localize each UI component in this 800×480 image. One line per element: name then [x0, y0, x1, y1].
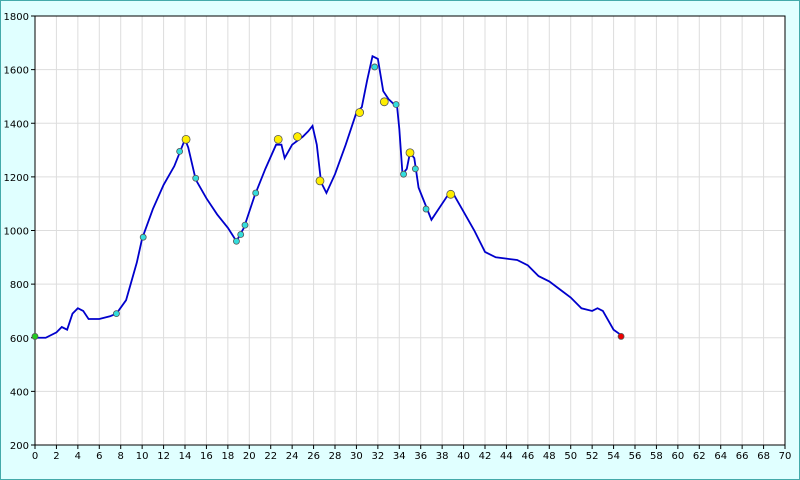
- x-tick-label: 48: [543, 451, 556, 462]
- y-tick-label: 600: [10, 334, 29, 345]
- x-tick-label: 54: [607, 451, 620, 462]
- x-tick-label: 2: [53, 451, 59, 462]
- x-tick-label: 30: [350, 451, 363, 462]
- y-tick-label: 800: [10, 280, 29, 291]
- waypoint: [400, 170, 407, 178]
- x-tick-label: 64: [714, 451, 727, 462]
- waypoint: [241, 221, 249, 229]
- x-tick-label: 10: [136, 451, 149, 462]
- x-tick-label: 0: [32, 451, 38, 462]
- x-tick-label: 36: [414, 451, 427, 462]
- waypoint: [139, 233, 147, 241]
- x-tick-label: 50: [564, 451, 577, 462]
- y-tick-label: 400: [10, 387, 29, 398]
- y-tick-label: 1000: [4, 227, 29, 238]
- x-tick-label: 34: [393, 451, 406, 462]
- y-tick-label: 1400: [4, 119, 29, 130]
- waypoint: [273, 134, 283, 144]
- x-tick-label: 38: [436, 451, 449, 462]
- x-tick-label: 22: [264, 451, 277, 462]
- y-tick-label: 1200: [4, 173, 29, 184]
- y-tick-label: 1600: [4, 66, 29, 77]
- x-tick-label: 26: [307, 451, 320, 462]
- waypoint: [371, 63, 379, 71]
- x-tick-label: 6: [96, 451, 102, 462]
- waypoint: [192, 174, 200, 182]
- x-tick-label: 24: [286, 451, 299, 462]
- x-tick-label: 28: [329, 451, 342, 462]
- waypoint: [422, 205, 430, 213]
- x-tick-label: 42: [479, 451, 492, 462]
- waypoint: [237, 231, 245, 238]
- waypoint: [315, 176, 325, 186]
- x-tick-label: 66: [736, 451, 749, 462]
- waypoint: [392, 101, 400, 108]
- x-tick-label: 62: [693, 451, 706, 462]
- x-tick-label: 40: [457, 451, 470, 462]
- x-tick-label: 56: [629, 451, 642, 462]
- waypoint: [617, 333, 625, 340]
- x-tick-label: 8: [118, 451, 124, 462]
- waypoint: [411, 165, 419, 173]
- x-tick-label: 4: [75, 451, 81, 462]
- waypoint: [355, 108, 365, 117]
- waypoint: [113, 310, 120, 318]
- x-tick-label: 20: [243, 451, 256, 462]
- waypoint: [233, 237, 240, 245]
- y-tick-label: 200: [10, 441, 29, 452]
- waypoint: [446, 189, 456, 199]
- x-tick-label: 46: [521, 451, 534, 462]
- x-tick-label: 16: [200, 451, 213, 462]
- waypoint: [405, 148, 415, 158]
- waypoint: [176, 148, 184, 155]
- x-tick-label: 52: [586, 451, 599, 462]
- waypoint: [293, 132, 302, 142]
- x-tick-label: 60: [671, 451, 684, 462]
- x-tick-label: 44: [500, 451, 513, 462]
- x-tick-label: 70: [779, 451, 792, 462]
- y-tick-label: 1800: [4, 12, 29, 23]
- x-tick-label: 32: [371, 451, 384, 462]
- plot-frame: [34, 15, 786, 446]
- x-tick-label: 68: [757, 451, 770, 462]
- waypoint: [252, 189, 260, 197]
- elevation-line: [35, 54, 622, 339]
- x-tick-label: 18: [221, 451, 234, 462]
- waypoint: [181, 134, 191, 144]
- waypoint: [31, 333, 39, 340]
- x-tick-label: 58: [650, 451, 663, 462]
- x-tick-label: 14: [179, 451, 192, 462]
- x-tick-label: 12: [157, 451, 170, 462]
- waypoint: [379, 97, 389, 107]
